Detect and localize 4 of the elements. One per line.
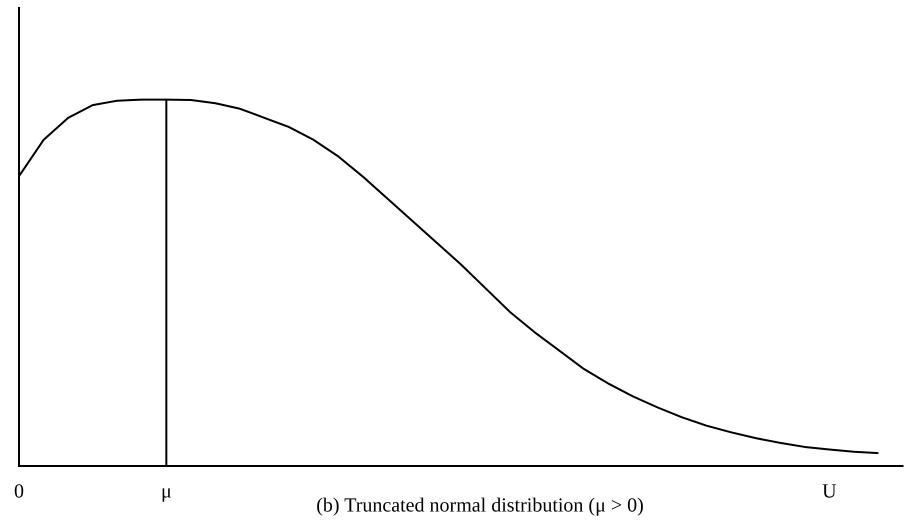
text: (b) Truncated normal distribution (μ > 0) bbox=[316, 494, 644, 516]
x-tick-label: 0 bbox=[14, 480, 24, 502]
x-tick-label: μ bbox=[160, 480, 172, 502]
x-tick-label: U bbox=[822, 480, 838, 502]
